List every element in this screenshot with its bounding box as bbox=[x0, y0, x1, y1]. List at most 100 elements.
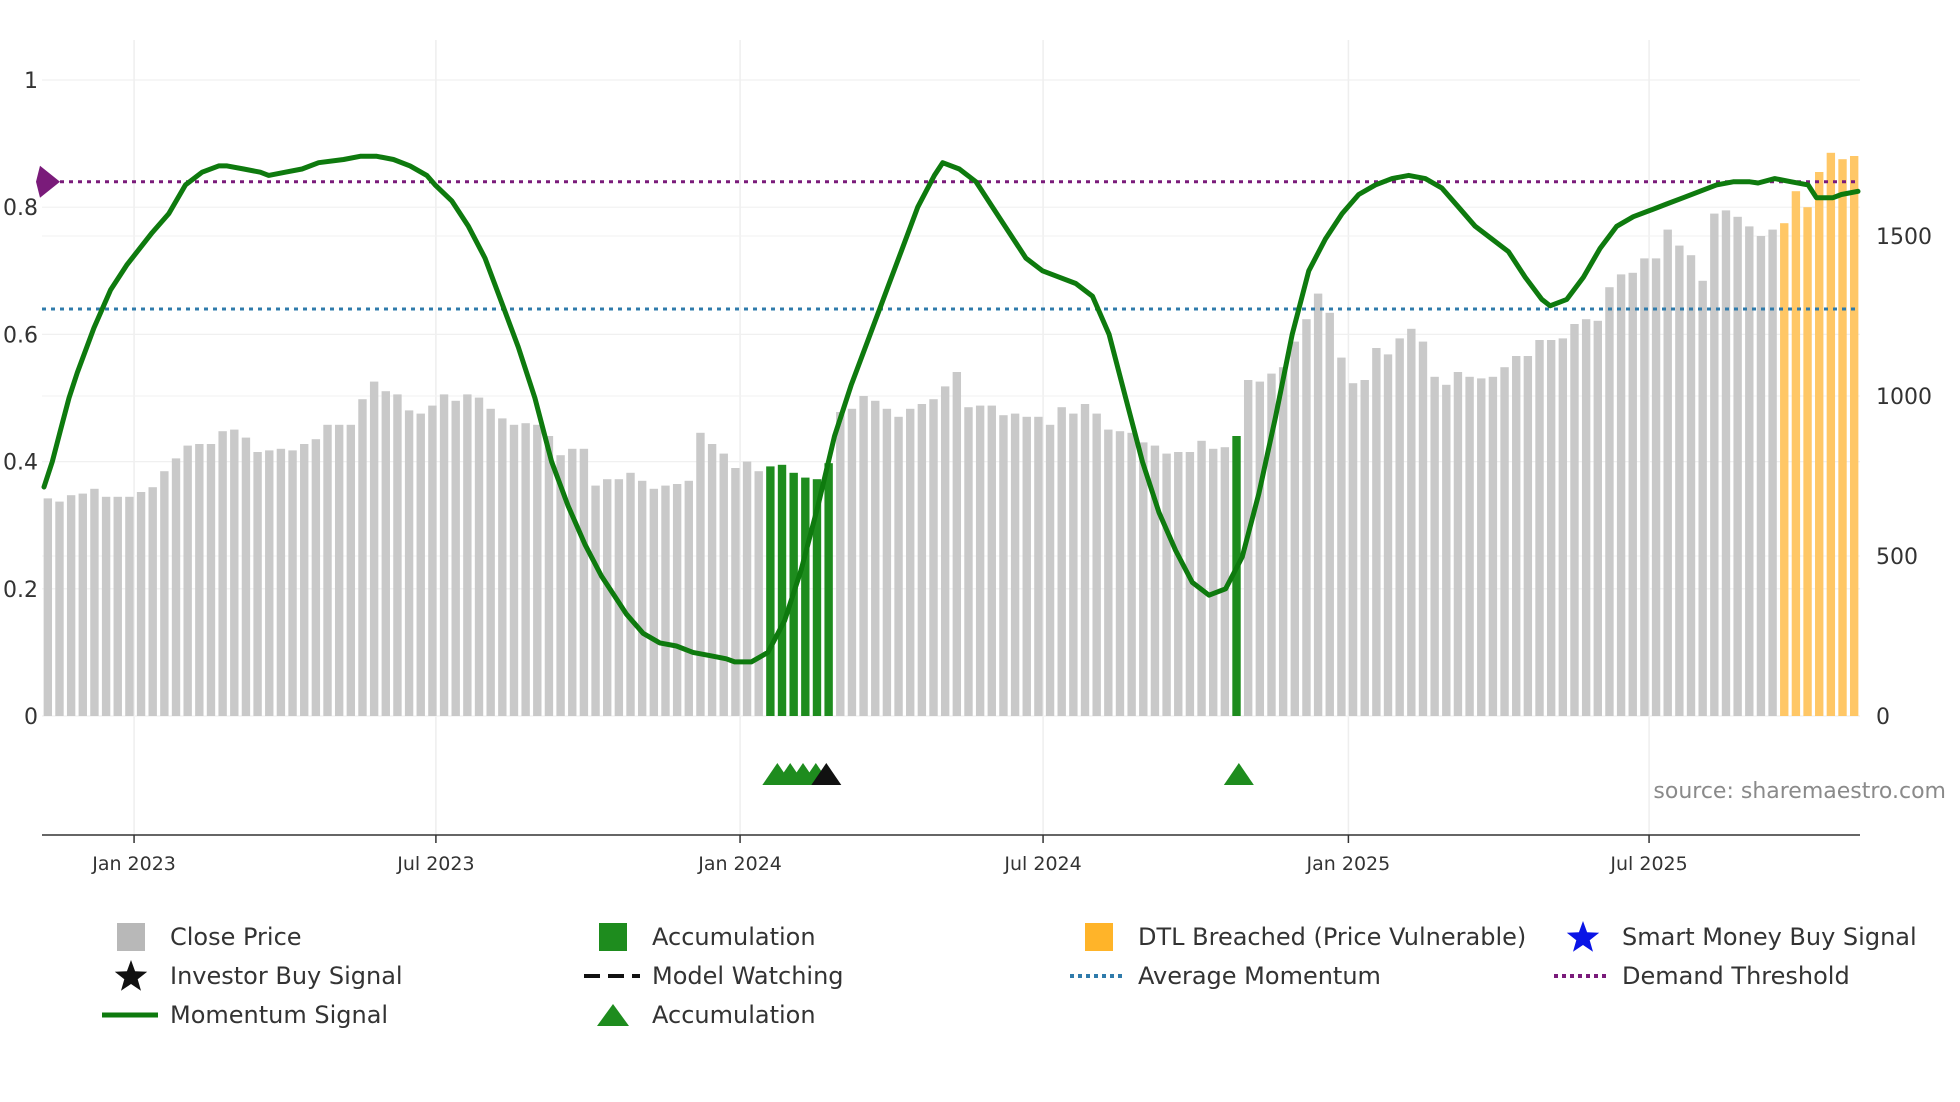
close-price-bar bbox=[1069, 413, 1078, 716]
close-price-bar bbox=[55, 501, 64, 716]
close-price-bar bbox=[1185, 452, 1195, 716]
close-price-bar bbox=[568, 448, 577, 716]
close-price-bar bbox=[614, 479, 624, 716]
close-price-bar bbox=[1034, 416, 1043, 716]
close-price-bar bbox=[707, 444, 717, 716]
right-axis-tick-label: 0 bbox=[1876, 705, 1890, 730]
left-axis-tick-label: 1 bbox=[24, 69, 38, 94]
close-price-bar bbox=[160, 471, 169, 716]
close-price-bar bbox=[1372, 348, 1381, 716]
close-price-bar bbox=[940, 386, 950, 716]
close-price-bar bbox=[1162, 453, 1171, 716]
close-price-bar bbox=[1698, 280, 1707, 716]
close-price-bar bbox=[719, 453, 728, 716]
close-price-bar bbox=[1581, 319, 1591, 716]
close-price-bar bbox=[230, 429, 239, 716]
close-price-bar bbox=[486, 408, 495, 716]
close-price-bar bbox=[428, 405, 437, 716]
close-price-bar bbox=[579, 448, 589, 716]
dtl-breached-bar bbox=[1815, 172, 1824, 716]
close-price-bar bbox=[964, 407, 973, 716]
close-price-bar bbox=[241, 437, 251, 716]
close-price-bar bbox=[66, 495, 76, 716]
close-price-bar bbox=[509, 424, 519, 716]
close-price-bar bbox=[1325, 312, 1334, 716]
close-price-bar bbox=[218, 431, 227, 716]
close-price-bar bbox=[404, 410, 414, 716]
close-price-bar bbox=[1418, 341, 1428, 716]
close-price-bar bbox=[451, 400, 460, 716]
close-price-bar bbox=[871, 400, 880, 716]
close-price-bar bbox=[1733, 216, 1742, 717]
close-price-bar bbox=[626, 472, 635, 716]
close-price-bar bbox=[206, 444, 216, 716]
close-price-bar bbox=[1080, 404, 1090, 716]
close-price-bar bbox=[544, 436, 554, 716]
close-price-bar bbox=[334, 424, 344, 716]
right-axis-tick-label: 1500 bbox=[1876, 225, 1932, 250]
close-price-bar bbox=[1640, 258, 1649, 716]
close-price-bar bbox=[78, 493, 87, 716]
close-price-bar bbox=[1663, 229, 1672, 716]
grid-lines bbox=[42, 40, 1860, 835]
close-price-bar bbox=[1150, 445, 1160, 716]
close-price-bar bbox=[952, 372, 962, 716]
source-label: source: sharemaestro.com bbox=[1653, 779, 1946, 804]
close-price-bar bbox=[731, 468, 740, 716]
left-axis-tick-label: 0.4 bbox=[3, 451, 38, 476]
close-price-bar bbox=[1628, 272, 1637, 716]
close-price-bar bbox=[463, 394, 472, 716]
close-price-bar bbox=[288, 450, 297, 716]
close-price-bar bbox=[754, 471, 763, 716]
right-axis-tick-label: 500 bbox=[1876, 545, 1918, 570]
left-axis-tick-label: 0.8 bbox=[3, 196, 38, 221]
close-price-bar bbox=[498, 418, 507, 716]
close-price-bar bbox=[603, 479, 612, 716]
close-price-bar bbox=[113, 496, 122, 716]
close-price-bar bbox=[556, 455, 565, 716]
close-price-bar bbox=[1523, 356, 1533, 716]
close-price-bar bbox=[906, 408, 915, 716]
close-price-bar bbox=[533, 424, 542, 716]
close-price-bar bbox=[1139, 442, 1148, 716]
close-price-bar bbox=[882, 408, 892, 716]
x-axis-tick-label: Jul 2024 bbox=[1003, 853, 1081, 875]
close-price-bar bbox=[393, 394, 402, 716]
left-axis-tick-label: 0 bbox=[24, 705, 38, 730]
reference-lines bbox=[42, 180, 1860, 311]
investor-buy-marker bbox=[811, 763, 842, 785]
accumulation-bar bbox=[801, 477, 810, 716]
close-price-bar bbox=[195, 444, 204, 716]
close-price-bar bbox=[276, 448, 286, 716]
close-price-bar bbox=[1558, 338, 1568, 716]
close-price-bar bbox=[148, 487, 157, 716]
close-price-bar bbox=[1756, 236, 1766, 716]
accumulation-marker bbox=[1223, 763, 1254, 785]
close-price-bar bbox=[1290, 341, 1299, 716]
close-price-bar bbox=[1360, 380, 1369, 716]
close-price-bar bbox=[1209, 448, 1218, 716]
close-price-bar bbox=[323, 424, 332, 716]
dtl-breached-bar bbox=[1849, 156, 1859, 716]
close-price-bar bbox=[1255, 381, 1265, 716]
close-price-bar bbox=[1745, 226, 1754, 716]
close-price-bar bbox=[1477, 378, 1486, 716]
close-price-bar bbox=[684, 480, 693, 716]
close-price-bar bbox=[311, 439, 321, 716]
close-price-bar bbox=[1010, 413, 1020, 716]
close-price-bar bbox=[1453, 372, 1463, 716]
close-price-bar bbox=[1593, 320, 1602, 716]
close-price-bar bbox=[125, 496, 134, 716]
close-price-bar bbox=[1057, 407, 1066, 716]
close-price-bar bbox=[416, 413, 425, 716]
accumulation-bar bbox=[766, 466, 775, 716]
close-price-bar bbox=[1535, 340, 1544, 716]
left-axis-tick-label: 0.6 bbox=[3, 323, 38, 348]
demand-threshold-marker bbox=[36, 165, 60, 198]
close-price-bar bbox=[1115, 431, 1125, 716]
close-price-bar bbox=[521, 423, 530, 716]
axes bbox=[42, 834, 1860, 843]
close-price-bar bbox=[1430, 376, 1439, 716]
close-price-bar bbox=[1442, 384, 1451, 716]
close-price-bar bbox=[1605, 287, 1614, 716]
